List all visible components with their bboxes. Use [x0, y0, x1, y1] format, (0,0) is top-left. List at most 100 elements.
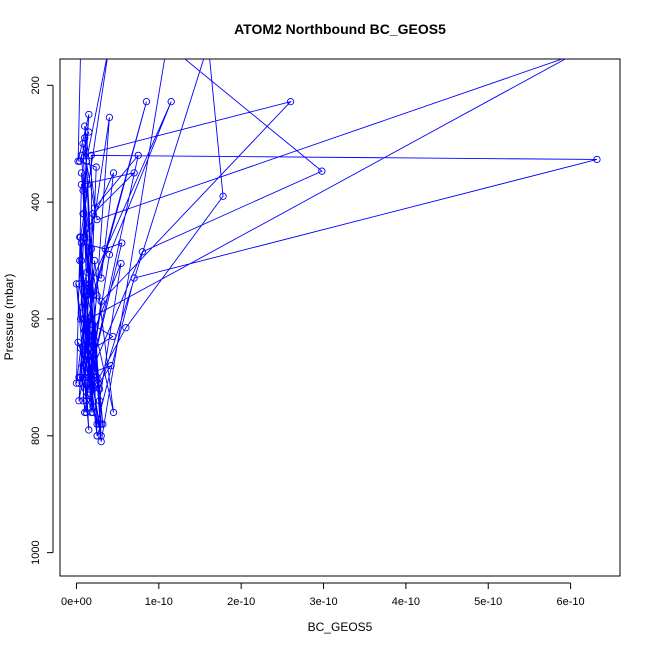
- data-point: [89, 321, 97, 329]
- data-point: [87, 151, 95, 160]
- x-axis: 0e+00 1e-10 2e-10 3e-10 4e-10 5e-10 6e-10: [61, 582, 585, 608]
- data-point: [93, 432, 101, 440]
- data-point: [130, 274, 138, 282]
- data-point: [82, 397, 91, 405]
- data-point: [89, 210, 97, 218]
- x-tick-label: 1e-10: [145, 596, 173, 608]
- series-layer: [72, 41, 601, 446]
- data-point: [81, 233, 89, 241]
- data-point: [593, 155, 601, 164]
- data-point: [109, 408, 118, 417]
- data-point: [164, 41, 170, 47]
- data-point: [72, 379, 81, 387]
- data-point: [74, 338, 82, 346]
- data-point: [87, 245, 95, 253]
- data-point: [107, 362, 115, 370]
- data-point: [118, 239, 126, 247]
- data-point: [72, 280, 81, 288]
- x-axis-label: BC_GEOS5: [308, 620, 373, 634]
- x-tick-label: 5e-10: [474, 596, 502, 608]
- data-point: [134, 151, 142, 160]
- y-tick-label: 1000: [30, 540, 42, 564]
- data-point: [93, 215, 101, 224]
- data-point: [130, 169, 138, 177]
- data-point: [83, 268, 91, 276]
- data-point: [97, 437, 105, 446]
- data-point: [117, 259, 125, 268]
- data-point: [80, 210, 88, 218]
- y-tick-label: 400: [30, 193, 42, 211]
- data-point: [81, 122, 89, 130]
- data-point: [97, 274, 105, 282]
- series-line: [76, 59, 598, 442]
- data-point: [81, 350, 89, 358]
- data-point: [87, 367, 95, 376]
- data-point: [97, 297, 105, 306]
- data-point: [81, 134, 89, 142]
- y-tick-label: 800: [30, 427, 42, 445]
- data-point: [83, 180, 91, 189]
- data-point: [95, 397, 104, 405]
- data-point: [105, 251, 114, 259]
- x-tick-label: 2e-10: [227, 596, 255, 608]
- data-point: [82, 408, 91, 417]
- plot-frame: [59, 58, 621, 577]
- data-point: [85, 280, 93, 288]
- data-point: [85, 128, 93, 136]
- data-point: [97, 420, 105, 428]
- data-point: [79, 397, 87, 405]
- data-point: [81, 326, 89, 335]
- x-tick-label: 6e-10: [557, 596, 585, 608]
- data-point: [77, 169, 86, 177]
- data-point: [568, 59, 573, 60]
- data-point: [94, 379, 102, 387]
- data-point: [90, 256, 99, 265]
- data-point: [75, 397, 83, 405]
- data-point: [93, 373, 101, 382]
- data-point: [81, 280, 89, 288]
- data-point: [77, 47, 83, 53]
- data-point: [122, 324, 130, 332]
- y-tick-label: 600: [30, 310, 42, 328]
- data-point: [76, 157, 84, 165]
- data-point: [85, 385, 94, 393]
- data-point: [167, 97, 175, 106]
- data-point: [318, 167, 326, 175]
- y-tick-label: 200: [30, 76, 42, 94]
- data-point: [97, 432, 105, 440]
- x-tick-label: 3e-10: [309, 596, 337, 608]
- data-point: [81, 373, 89, 382]
- data-point: [101, 245, 109, 253]
- y-axis: 200 400 600 800 1000: [30, 76, 54, 565]
- data-point: [92, 163, 100, 171]
- x-tick-label: 4e-10: [392, 596, 420, 608]
- data-point: [105, 113, 114, 122]
- data-point: [89, 385, 97, 393]
- data-point: [109, 332, 117, 341]
- x-tick-label: 0e+00: [61, 596, 92, 608]
- chart-title: ATOM2 Northbound BC_GEOS5: [234, 21, 446, 37]
- data-point: [286, 97, 295, 106]
- data-point: [85, 110, 93, 119]
- data-point: [142, 97, 151, 106]
- data-point: [77, 256, 86, 265]
- data-point: [93, 420, 101, 428]
- data-point: [83, 224, 91, 233]
- data-point: [79, 186, 87, 195]
- data-point: [85, 426, 93, 434]
- data-point: [87, 408, 95, 417]
- data-point: [109, 169, 118, 177]
- data-point: [79, 362, 87, 370]
- data-point: [82, 291, 91, 300]
- data-point: [205, 41, 211, 47]
- data-point: [77, 239, 86, 247]
- data-point: [219, 192, 227, 200]
- data-point: [85, 315, 93, 323]
- data-point: [106, 41, 112, 47]
- data-point: [76, 315, 85, 323]
- data-point: [78, 303, 86, 311]
- data-point: [138, 248, 147, 256]
- data-point: [93, 291, 101, 300]
- data-point: [85, 344, 93, 352]
